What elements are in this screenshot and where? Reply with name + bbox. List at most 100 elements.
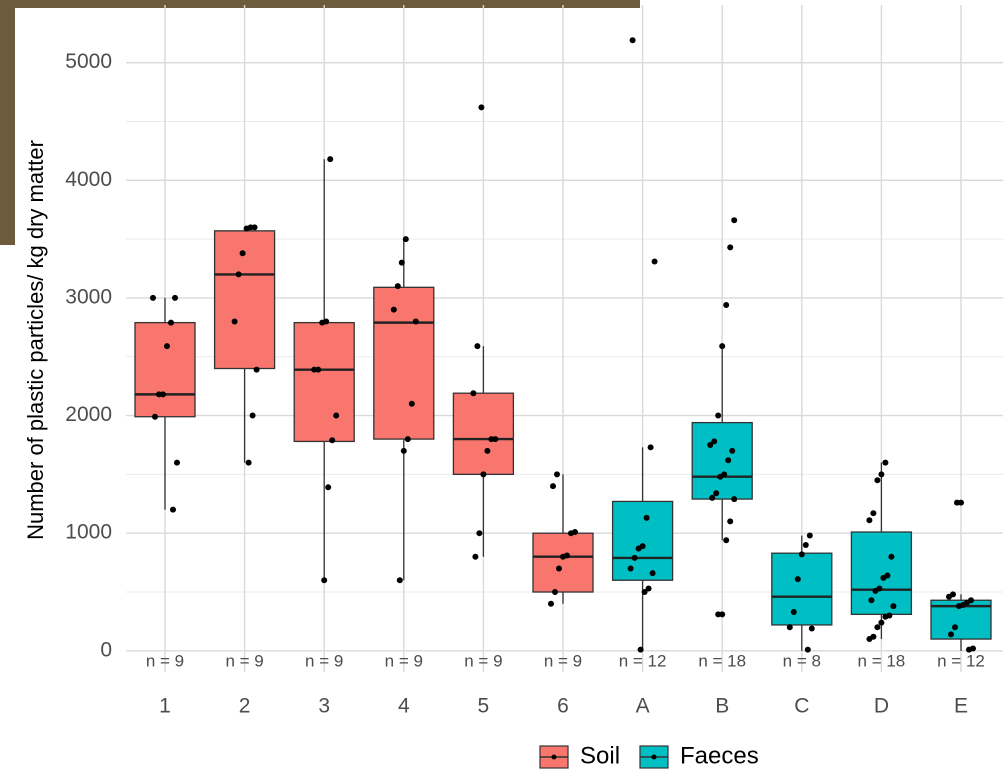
y-tick-label: 3000 [65, 285, 112, 308]
data-point [397, 577, 403, 583]
data-point [321, 577, 327, 583]
data-point [164, 343, 170, 349]
n-label: n = 9 [146, 651, 184, 670]
y-tick-label: 2000 [65, 403, 112, 426]
y-tick-label: 5000 [65, 50, 112, 73]
data-point [172, 295, 178, 301]
data-point [399, 260, 405, 266]
data-point [652, 258, 658, 264]
data-point [484, 448, 490, 454]
data-point [707, 442, 713, 448]
data-point [401, 448, 407, 454]
data-point [954, 500, 960, 506]
data-point [731, 496, 737, 502]
box [613, 501, 673, 580]
data-point [472, 554, 478, 560]
data-point [882, 614, 888, 620]
chart: 010002000300040005000123456ABCDE n = 9n … [0, 0, 1003, 771]
y-tick-label: 1000 [65, 521, 112, 544]
data-point [725, 457, 731, 463]
data-point [488, 436, 494, 442]
data-point [556, 565, 562, 571]
x-tick-label: 2 [239, 695, 251, 718]
data-point [560, 554, 566, 560]
data-point [880, 575, 886, 581]
box [772, 553, 832, 625]
data-point [715, 413, 721, 419]
n-label: n = 9 [464, 651, 502, 670]
x-tick-label: 3 [318, 695, 330, 718]
data-point [803, 542, 809, 548]
data-point [174, 460, 180, 466]
data-point [246, 460, 252, 466]
data-point [866, 517, 872, 523]
data-point [548, 601, 554, 607]
data-point [799, 551, 805, 557]
data-point [719, 343, 725, 349]
box [374, 287, 434, 439]
data-point [727, 518, 733, 524]
data-point [878, 620, 884, 626]
data-point [882, 460, 888, 466]
y-tick-label: 4000 [65, 168, 112, 191]
data-point [405, 436, 411, 442]
data-point [311, 367, 317, 373]
data-point [329, 437, 335, 443]
data-point [156, 391, 162, 397]
n-label: n = 9 [305, 651, 343, 670]
legend-label: Faeces [680, 742, 759, 769]
x-tick-label: 6 [557, 695, 569, 718]
n-label: n = 9 [385, 651, 423, 670]
box [533, 533, 593, 592]
box [294, 323, 354, 442]
data-point [244, 226, 250, 232]
data-point [250, 413, 256, 419]
data-point [787, 624, 793, 630]
legend-key-dot [652, 755, 657, 760]
data-point [391, 307, 397, 313]
data-point [731, 217, 737, 223]
data-point [403, 236, 409, 242]
data-point [150, 295, 156, 301]
data-point [878, 471, 884, 477]
data-point [395, 283, 401, 289]
data-point [642, 589, 648, 595]
data-point [809, 625, 815, 631]
n-label: n = 8 [783, 651, 821, 670]
data-point [888, 554, 894, 560]
x-tick-label: 4 [398, 695, 410, 718]
data-point [874, 477, 880, 483]
data-point [717, 474, 723, 480]
box [135, 323, 195, 417]
y-axis-title: Number of plastic particles/ kg dry matt… [23, 140, 48, 540]
data-point [956, 603, 962, 609]
data-point [168, 320, 174, 326]
data-point [890, 603, 896, 609]
x-tick-label: 5 [478, 695, 490, 718]
x-tick-label: 1 [159, 695, 171, 718]
data-point [952, 624, 958, 630]
data-point [644, 515, 650, 521]
data-point [628, 565, 634, 571]
data-point [236, 271, 242, 277]
data-point [327, 156, 333, 162]
data-point [478, 104, 484, 110]
x-tick-label: E [954, 695, 968, 718]
data-point [550, 483, 556, 489]
data-point [480, 471, 486, 477]
data-point [948, 631, 954, 637]
data-point [254, 367, 260, 373]
data-point [946, 594, 952, 600]
data-point [630, 37, 636, 43]
data-point [648, 444, 654, 450]
data-point [729, 448, 735, 454]
x-tick-label: B [715, 695, 729, 718]
data-point [870, 510, 876, 516]
data-point [470, 390, 476, 396]
data-point [650, 570, 656, 576]
data-point [632, 555, 638, 561]
legend-label: Soil [580, 742, 620, 769]
data-point [723, 537, 729, 543]
box [692, 423, 752, 499]
data-point [636, 545, 642, 551]
